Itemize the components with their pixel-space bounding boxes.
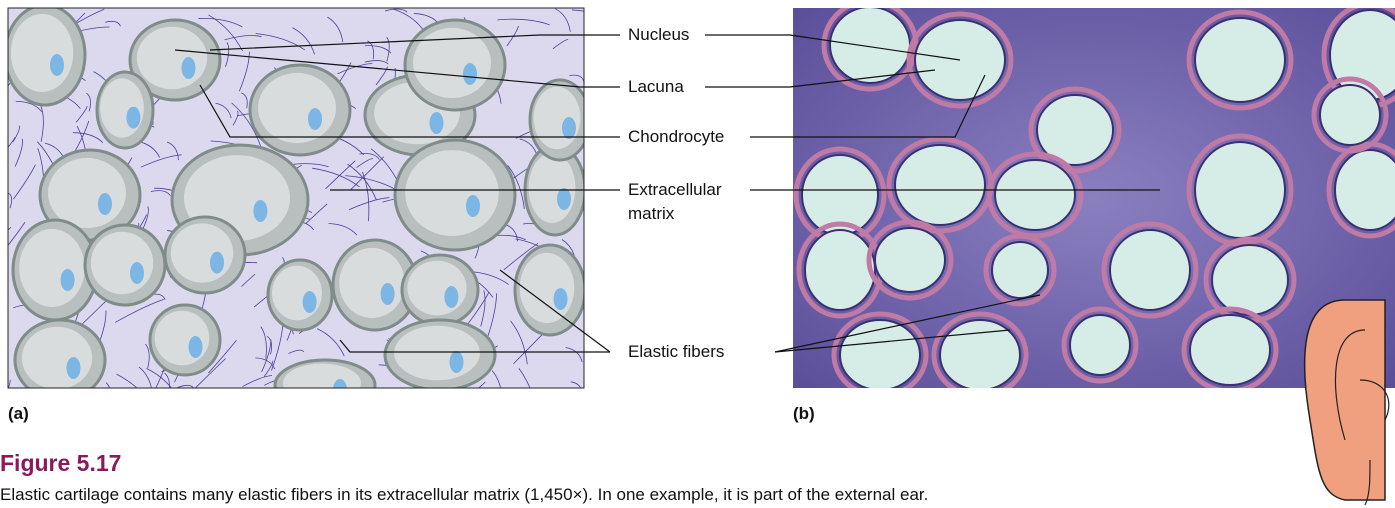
nucleus [450,351,464,373]
chondrocyte [534,87,581,149]
ear-icon [1305,300,1389,505]
nucleus [444,286,458,308]
chondrocyte [520,253,575,323]
chondrocyte [91,232,153,294]
nucleus [253,200,267,222]
nucleus [182,57,196,79]
label-matrix: Extracellular matrix [628,178,748,226]
chondrocyte [155,311,210,366]
lacuna [875,228,945,292]
lacuna [1190,315,1270,385]
label-nucleus: Nucleus [628,23,689,47]
nucleus [381,283,395,305]
panel-label-b: (b) [793,404,815,424]
lacuna [1335,150,1395,230]
lacuna [1320,85,1380,145]
label-lacuna: Lacuna [628,75,684,99]
lacuna [830,7,910,83]
nucleus [562,117,576,139]
chondrocyte [339,248,405,318]
nucleus [189,336,203,358]
nucleus [210,252,224,274]
lacuna [1212,245,1288,315]
fiber [302,384,322,428]
lacuna [1195,18,1285,102]
lacuna [1070,315,1130,375]
chondrocyte [137,27,207,89]
chondrocyte [171,223,233,282]
chondrocyte [48,158,126,228]
chondrocyte [272,266,322,321]
figure-art [0,0,1395,508]
nucleus [67,357,81,379]
chondrocyte [11,14,73,92]
label-elastic-fibers: Elastic fibers [628,340,724,364]
chondrocyte [529,153,576,223]
chondrocyte [405,150,499,236]
lacuna [805,230,875,310]
panel-label-a: (a) [8,404,29,424]
lacuna [1110,230,1190,310]
nucleus [126,107,140,129]
lacuna [1195,142,1285,238]
figure-caption: Elastic cartilage contains many elastic … [0,485,928,505]
nucleus [50,54,64,76]
nucleus [557,188,571,210]
nucleus [308,108,322,130]
page: Nucleus Lacuna Chondrocyte Extracellular… [0,0,1395,508]
nucleus [303,291,317,313]
chondrocyte [283,364,361,403]
nucleus [98,193,112,215]
label-chondrocyte: Chondrocyte [628,125,724,149]
lacuna [895,145,985,225]
chondrocyte [22,327,92,389]
chondrocyte [394,326,480,381]
nucleus [130,262,144,284]
nucleus [463,63,477,85]
chondrocyte [19,229,85,307]
nucleus [333,379,347,401]
nucleus [61,269,75,291]
lacuna [840,320,920,390]
chondrocyte [407,261,466,316]
chondrocyte [258,73,336,143]
figure-title: Figure 5.17 [0,450,121,477]
nucleus [554,288,568,310]
lacuna [992,242,1048,298]
chondrocyte [100,78,144,137]
nucleus [430,112,444,134]
nucleus [466,195,480,217]
lacuna [995,160,1075,230]
